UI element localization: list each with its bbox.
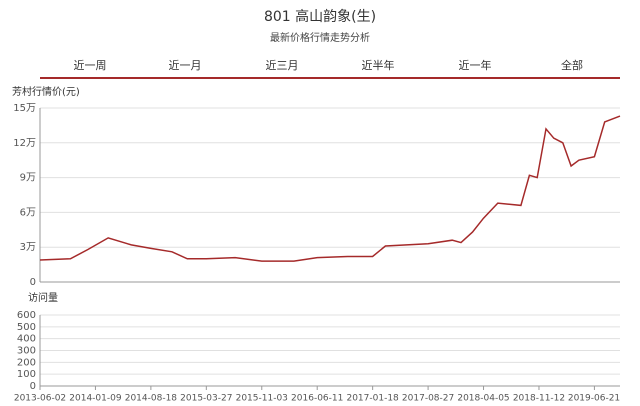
x-tick-label: 2018-04-05 xyxy=(457,394,509,404)
x-tick-label: 2015-11-03 xyxy=(236,394,288,404)
chart-subtitle: 最新价格行情走势分析 xyxy=(270,31,370,44)
x-tick-label: 2015-03-27 xyxy=(180,394,232,404)
tab[interactable]: 近一年 xyxy=(459,58,492,72)
y-axis-label: 芳村行情价(元) xyxy=(12,85,80,98)
y-tick-label: 300 xyxy=(17,346,36,357)
y-tick-label: 600 xyxy=(17,310,36,321)
y-tick-label: 12万 xyxy=(13,138,36,149)
tab[interactable]: 近一月 xyxy=(169,59,202,72)
y-tick-label: 9万 xyxy=(20,173,36,184)
x-tick-label: 2017-01-18 xyxy=(346,394,399,404)
tab[interactable]: 近三月 xyxy=(266,59,299,72)
y-tick-label: 15万 xyxy=(13,103,36,114)
y-axis-label: 访问量 xyxy=(28,291,58,304)
y-tick-label: 400 xyxy=(17,334,36,345)
tab[interactable]: 近半年 xyxy=(362,58,395,72)
x-tick-label: 2014-08-18 xyxy=(125,394,178,404)
x-tick-label: 2013-06-02 xyxy=(14,394,66,404)
x-tick-label: 2018-11-12 xyxy=(513,394,565,404)
x-tick-label: 2019-06-21 xyxy=(568,394,620,404)
chart-title: 801 高山韵象(生) xyxy=(264,8,376,25)
price-line xyxy=(39,115,621,262)
tab[interactable]: 近一周 xyxy=(74,59,107,72)
x-tick-label: 2017-08-27 xyxy=(402,394,454,404)
x-tick-label: 2016-06-11 xyxy=(291,394,343,404)
y-tick-label: 6万 xyxy=(20,207,36,218)
tab[interactable]: 全部 xyxy=(561,58,583,72)
y-tick-label: 100 xyxy=(17,369,36,380)
y-tick-label: 3万 xyxy=(20,242,36,253)
x-tick-label: 2014-01-09 xyxy=(69,394,122,404)
y-tick-label: 500 xyxy=(17,322,36,333)
y-tick-label: 0 xyxy=(30,381,36,392)
y-tick-label: 200 xyxy=(17,357,36,368)
y-tick-label: 0 xyxy=(30,277,36,288)
